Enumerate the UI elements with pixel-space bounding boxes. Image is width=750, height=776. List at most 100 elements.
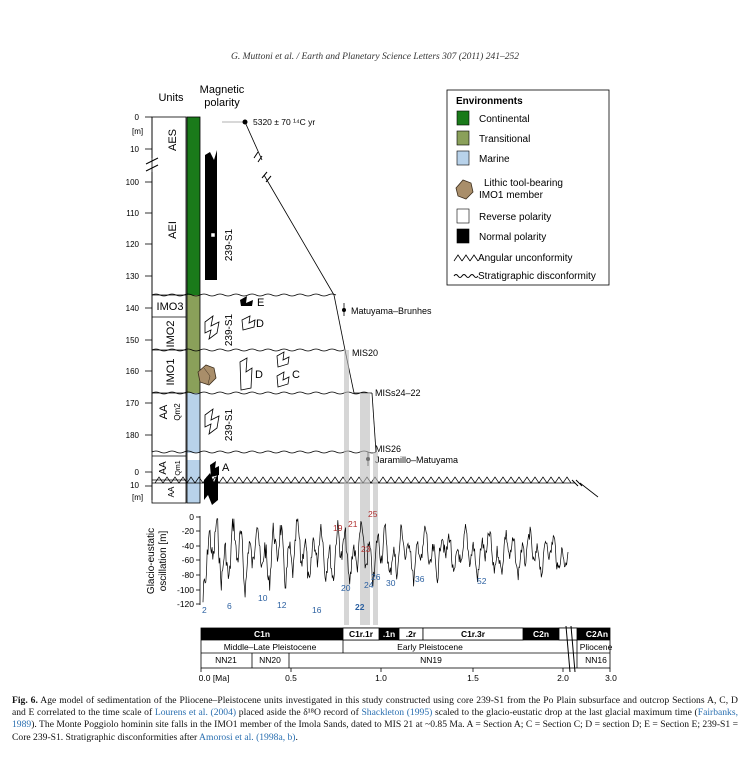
legend: Environments Continental Transitional Ma…: [446, 89, 610, 286]
legend-label: Reverse polarity: [479, 212, 551, 223]
unit-label-aa-qm1: AA: [158, 461, 169, 475]
mis-band: [360, 393, 370, 625]
core-label: 239-S1: [224, 228, 235, 261]
unit-label-imo2: IMO2: [165, 321, 177, 348]
depth-tick: 110: [126, 209, 139, 218]
mis-label: 25: [368, 509, 378, 519]
chron-label: C2An: [586, 629, 608, 639]
section-label-d: D: [255, 369, 263, 381]
caption-text: placed aside the δ¹⁸O record of: [236, 707, 362, 719]
caption-body: Age model of sedimentation of the Plioce…: [12, 695, 738, 743]
legend-label: Lithic tool-bearing: [484, 178, 563, 189]
mis-label: 26: [371, 572, 381, 582]
unit-label-aes: AES: [167, 129, 179, 151]
y-axis-label: Glacio-eustatic: [146, 528, 157, 594]
caption-reference-link[interactable]: Amorosi et al. (1998a, b): [199, 731, 296, 743]
depth-tick: 0: [135, 468, 140, 477]
caption-reference-link[interactable]: Fairbanks, 1989: [12, 707, 738, 731]
epoch-label: Middle–Late Pleistocene: [224, 642, 317, 652]
unit-label-aa-qm2: AA: [158, 404, 170, 419]
depth-tick: 130: [126, 272, 140, 281]
mis-label: 52: [477, 576, 487, 586]
mis-label: 20: [341, 583, 351, 593]
mis-label: 16: [312, 605, 322, 615]
correlation-label: Jaramillo–Matuyama: [375, 455, 458, 465]
radiocarbon-date: 5320 ± 70 ¹⁴C yr: [253, 117, 315, 127]
depth-tick: 10: [130, 481, 139, 490]
depth-unit-lower: [m]: [132, 493, 143, 502]
figure: Units Magnetic polarity [m] 0 10 100 110…: [126, 84, 618, 683]
mis-label: 10: [258, 593, 268, 603]
depth-axis-upper: [m] 0 10 100 110 120 130 140 150 160 170…: [126, 113, 159, 452]
y-axis-label: oscillation [m]: [158, 530, 169, 591]
lithic-tool-icon: [197, 364, 217, 386]
section-label-d: D: [256, 318, 264, 330]
y-tick: -100: [177, 585, 194, 595]
units-header: Units: [158, 92, 184, 104]
correlation-label: Matuyama–Brunhes: [351, 306, 432, 316]
mis-band: [373, 452, 378, 625]
nanno-label: NN20: [259, 655, 281, 665]
core-label: 239-S1: [224, 408, 235, 441]
depth-tick: 100: [126, 178, 140, 187]
outcrop-sections: [210, 296, 290, 477]
depth-tick: 170: [126, 399, 140, 408]
correlation-label: MISs24–22: [375, 388, 421, 398]
depth-axis-lower: 0 10 [m]: [130, 468, 153, 502]
time-tick: 0.0 [Ma]: [199, 673, 230, 683]
mis-label: 24: [364, 580, 374, 590]
chron-label: C1r.1r: [349, 629, 374, 639]
figure-caption: Fig. 6. Age model of sedimentation of th…: [12, 695, 738, 744]
core-label: 239-S1: [224, 313, 235, 346]
disconformity-icon: [453, 274, 479, 278]
time-tick: 1.5: [467, 673, 479, 683]
chron-label: .2r: [406, 629, 417, 639]
sealevel-plot: 0 -20 -40 -60 -80 -100 -120 Glacio-eusta…: [146, 509, 569, 615]
y-tick: -40: [182, 541, 195, 551]
section-label-a: A: [222, 462, 230, 474]
polarity-header-line1: Magnetic: [200, 84, 245, 96]
running-head: G. Muttoni et al. / Earth and Planetary …: [231, 52, 519, 62]
caption-reference-link[interactable]: Lourens et al. (2004): [154, 707, 237, 719]
caption-reference-link[interactable]: Shackleton (1995): [361, 707, 433, 719]
chron-label: C2n: [533, 629, 549, 639]
lithic-tool-icon: [455, 179, 474, 200]
mis-label: 23: [361, 544, 371, 554]
legend-swatch-normal: [456, 228, 470, 244]
unit-sublabel-qm2: Qm2: [173, 403, 182, 421]
caption-text: Age model of sedimentation of the Plioce…: [12, 695, 738, 719]
unit-column: AES AEI IMO3 IMO2 IMO1 AA Qm2 AA Qm1 AA: [151, 116, 187, 504]
depth-tick: 180: [126, 431, 140, 440]
correlation-label: MIS20: [352, 348, 378, 358]
legend-label: Transitional: [479, 134, 530, 145]
y-tick: -80: [182, 570, 195, 580]
caption-text: ). The Monte Poggiolo hominin site falls…: [12, 719, 738, 743]
depth-tick: 150: [126, 336, 140, 345]
nanno-label: NN19: [420, 655, 442, 665]
depth-tick: 160: [126, 367, 140, 376]
time-tick: 0.5: [285, 673, 297, 683]
depth-tick: 0: [135, 113, 140, 122]
nanno-label: NN21: [215, 655, 237, 665]
unit-label-imo3: IMO3: [157, 301, 184, 313]
mis-label-bold: 22: [355, 602, 365, 612]
y-tick: -60: [182, 555, 195, 565]
sealevel-curve: [202, 518, 569, 603]
time-tick: 2.0: [557, 673, 569, 683]
nanno-label: NN16: [585, 655, 607, 665]
timescale: C1n C1r.1r .1n .2r C1r.3r C2n C2An Middl…: [199, 625, 617, 683]
depth-unit-upper: [m]: [132, 127, 143, 136]
angular-unconformity-icon: [453, 254, 479, 262]
unit-label-imo1: IMO1: [165, 359, 177, 386]
legend-label: Normal polarity: [479, 232, 546, 243]
correlation-label: MIS26: [375, 444, 401, 454]
section-label-c: C: [292, 369, 300, 381]
mis-label: 21: [348, 519, 358, 529]
mis-label: 12: [277, 600, 287, 610]
legend-swatch-transitional: [456, 130, 470, 146]
legend-swatch-marine: [456, 150, 470, 166]
caption-label: Fig. 6.: [12, 695, 38, 706]
epoch-label: Pliocene: [580, 642, 613, 652]
polarity-header-line2: polarity: [204, 97, 240, 109]
section-label-e: E: [257, 297, 264, 309]
